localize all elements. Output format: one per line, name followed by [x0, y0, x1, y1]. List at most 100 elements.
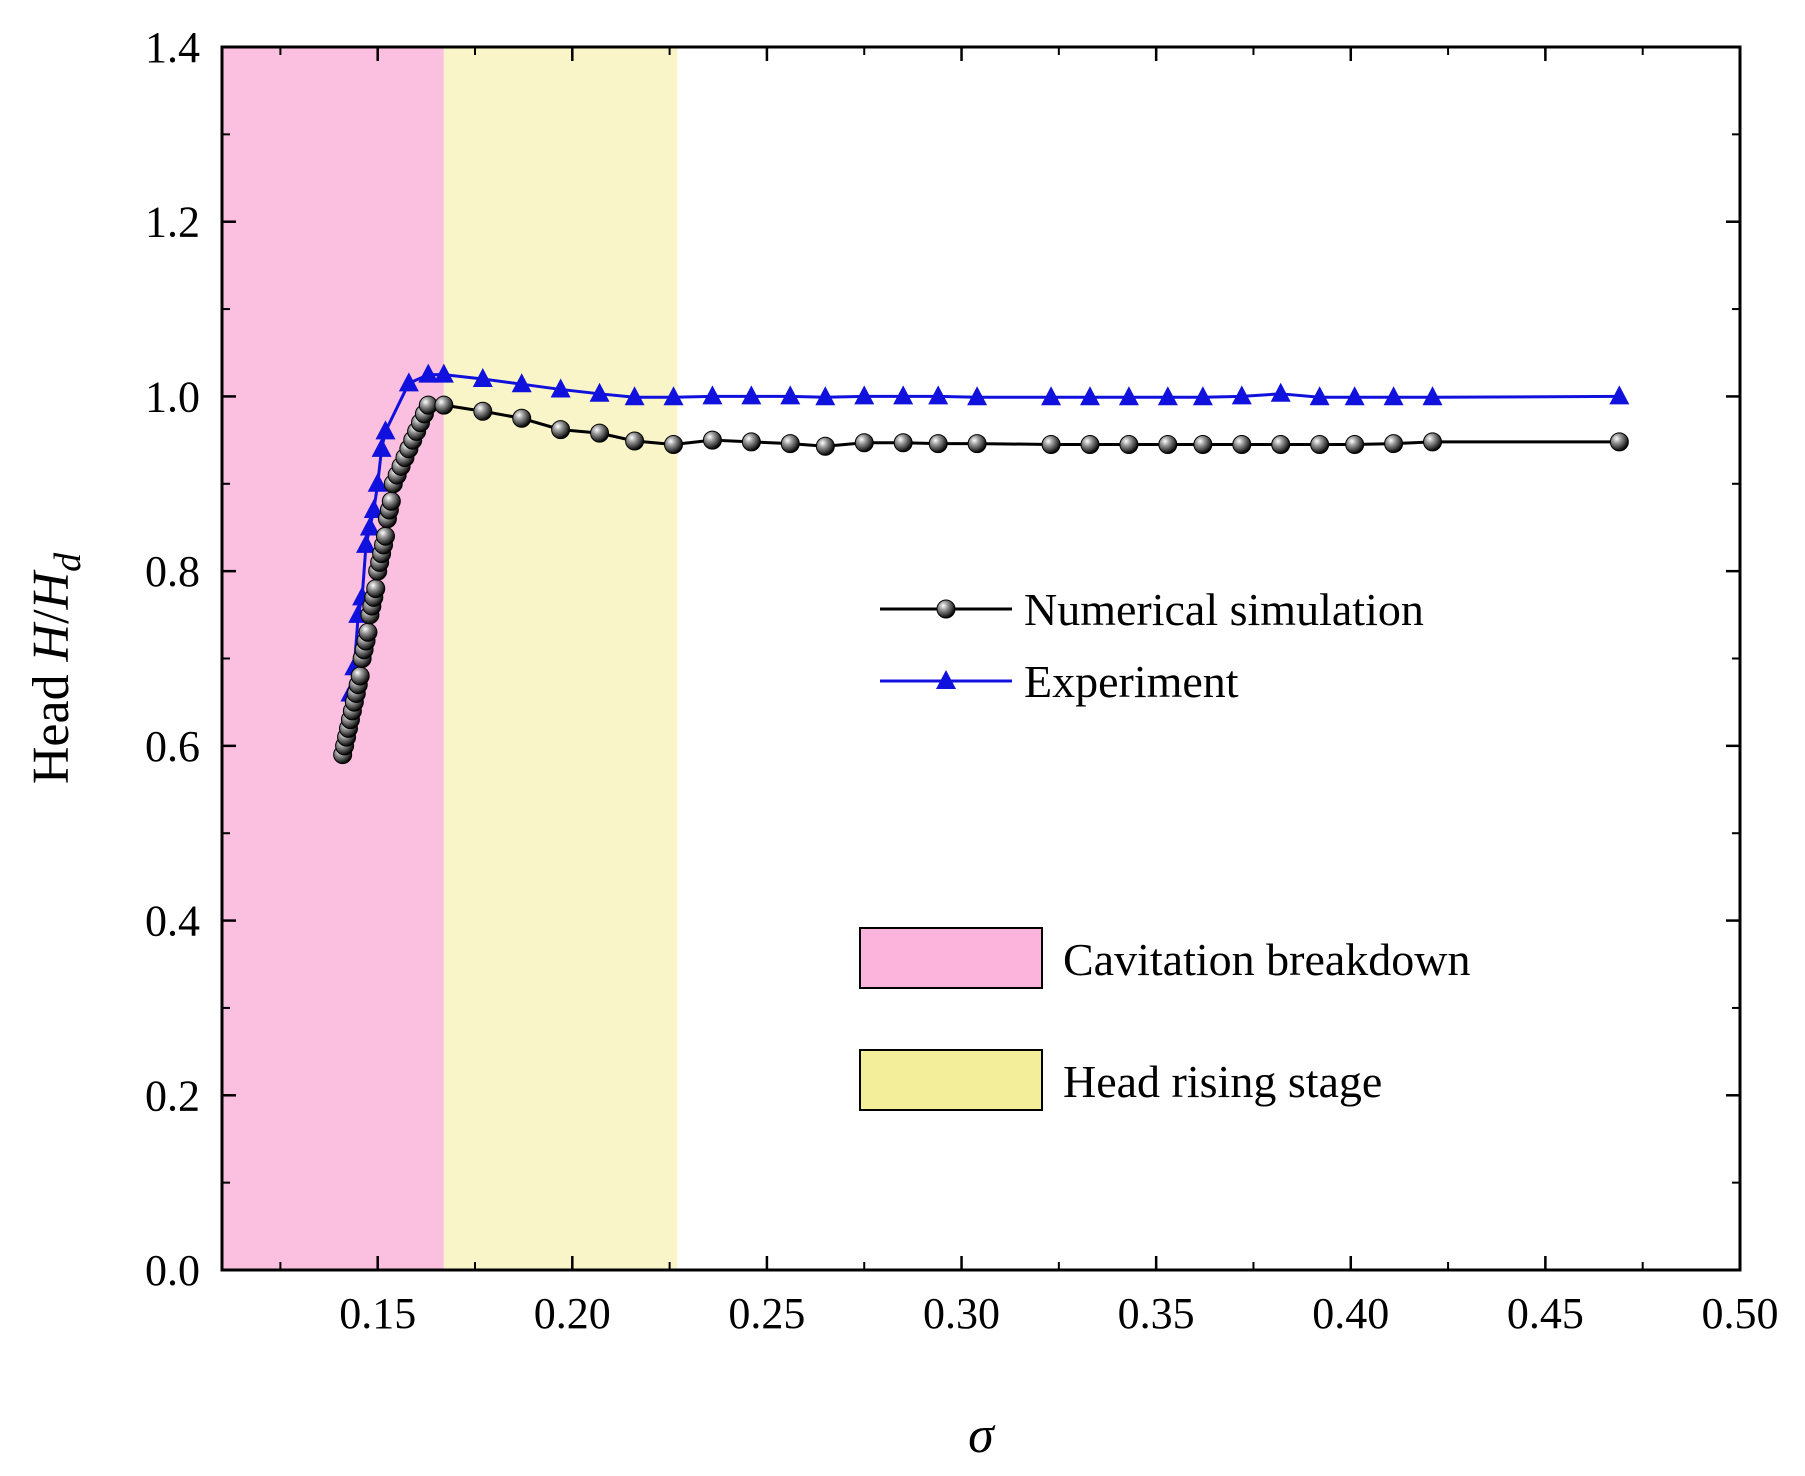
- x-tick-label: 0.40: [1312, 1289, 1389, 1338]
- data-point-sphere: [590, 423, 610, 443]
- y-tick-label: 0.8: [145, 547, 200, 596]
- y-tick-labels: 0.0 0.2 0.4 0.6 0.8 1.0 1.2 1.4: [145, 23, 200, 1295]
- data-point-sphere: [350, 666, 370, 686]
- region-legend: Cavitation breakdown Head rising stage: [859, 927, 1471, 1111]
- data-point-sphere: [625, 431, 645, 451]
- series-numerical-simulation: [333, 395, 1629, 765]
- data-point-triangle: [418, 363, 439, 383]
- y-tick-label: 1.2: [145, 198, 200, 247]
- legend-label-cavitation: Cavitation breakdown: [1063, 934, 1471, 985]
- region-cavitation-breakdown: [222, 47, 444, 1270]
- data-point-sphere: [741, 432, 761, 452]
- data-point-triangle: [1041, 386, 1062, 406]
- data-point-triangle: [472, 367, 493, 387]
- data-point-sphere: [1232, 434, 1252, 454]
- x-tick-label: 0.25: [728, 1289, 805, 1338]
- x-tick-label: 0.30: [923, 1289, 1000, 1338]
- data-point-triangle: [367, 472, 388, 492]
- data-point-sphere: [358, 622, 378, 642]
- data-point-sphere: [1609, 432, 1629, 452]
- legend-label-numerical: Numerical simulation: [1024, 584, 1424, 635]
- data-point-triangle: [741, 385, 762, 405]
- y-axis-title: Head H/Hd: [23, 552, 89, 784]
- stage-regions: [222, 47, 678, 1270]
- series-experiment: [340, 363, 1630, 702]
- data-point-sphere: [893, 433, 913, 453]
- y-tick-label: 0.0: [145, 1246, 200, 1295]
- x-tick-label: 0.15: [339, 1289, 416, 1338]
- data-point-sphere: [815, 436, 835, 456]
- data-point-triangle: [1422, 386, 1443, 406]
- data-point-sphere: [512, 408, 532, 428]
- data-point-triangle: [1383, 386, 1404, 406]
- data-point-sphere: [1345, 434, 1365, 454]
- x-tick-labels: 0.15 0.20 0.25 0.30 0.35 0.40 0.45 0.50: [339, 1289, 1778, 1338]
- y-axis-title-prefix: Head: [23, 661, 80, 784]
- legend-entry-numerical: Numerical simulation: [880, 584, 1424, 635]
- data-point-sphere: [366, 579, 386, 599]
- data-point-sphere: [967, 434, 987, 454]
- data-point-sphere: [551, 420, 571, 440]
- data-point-sphere: [702, 430, 722, 450]
- data-point-triangle: [663, 386, 684, 406]
- data-point-triangle: [375, 420, 396, 440]
- x-tick-label: 0.35: [1118, 1289, 1195, 1338]
- data-point-sphere: [375, 526, 395, 546]
- data-point-triangle: [702, 385, 723, 405]
- data-point-triangle: [1157, 386, 1178, 406]
- legend-entry-cavitation: Cavitation breakdown: [859, 927, 1471, 989]
- x-tick-label: 0.50: [1702, 1289, 1779, 1338]
- data-point-triangle: [1270, 382, 1291, 402]
- y-axis-title-subscript: d: [47, 552, 89, 572]
- data-point-triangle: [854, 385, 875, 405]
- data-point-triangle: [967, 386, 988, 406]
- data-point-sphere: [381, 491, 401, 511]
- y-tick-label: 1.0: [145, 372, 200, 421]
- data-point-triangle: [511, 373, 532, 393]
- data-point-sphere: [1310, 434, 1330, 454]
- legend-entry-experiment: Experiment: [880, 656, 1239, 707]
- data-point-triangle: [371, 437, 392, 457]
- legend-triangle-marker: [936, 670, 956, 689]
- x-tick-label: 0.45: [1507, 1289, 1584, 1338]
- legend-label-head-rising: Head rising stage: [1063, 1056, 1382, 1107]
- data-point-triangle: [780, 385, 801, 405]
- data-point-triangle: [356, 533, 377, 553]
- region-head-rising-stage: [443, 47, 678, 1270]
- data-point-sphere: [928, 434, 948, 454]
- data-point-triangle: [815, 386, 836, 406]
- legend-sphere-marker: [936, 599, 956, 619]
- data-point-sphere: [854, 433, 874, 453]
- data-point-sphere: [780, 434, 800, 454]
- data-point-sphere: [1271, 434, 1291, 454]
- data-point-sphere: [1080, 434, 1100, 454]
- data-point-triangle: [1118, 386, 1139, 406]
- data-point-triangle: [398, 372, 419, 392]
- data-point-sphere: [1423, 432, 1443, 452]
- data-point-sphere: [434, 395, 454, 415]
- data-point-sphere: [1158, 434, 1178, 454]
- y-axis-title-subvar: H: [23, 569, 80, 610]
- legend-swatch-cavitation: [859, 927, 1043, 989]
- data-point-triangle: [550, 378, 571, 398]
- data-point-sphere: [664, 434, 684, 454]
- y-axis-title-slash: /: [23, 609, 80, 624]
- data-point-triangle: [1309, 386, 1330, 406]
- y-tick-label: 0.4: [145, 897, 200, 946]
- data-point-triangle: [893, 385, 914, 405]
- data-point-triangle: [359, 516, 380, 536]
- y-tick-label: 1.4: [145, 23, 200, 72]
- plot-frame: [220, 45, 1742, 1272]
- data-series: [333, 363, 1630, 765]
- data-point-sphere: [473, 401, 493, 421]
- x-axis-title: σ: [968, 1407, 996, 1464]
- data-point-triangle: [1231, 385, 1252, 405]
- data-point-triangle: [624, 386, 645, 406]
- data-point-sphere: [1384, 434, 1404, 454]
- data-point-triangle: [589, 382, 610, 402]
- data-point-triangle: [1609, 385, 1630, 405]
- y-tick-label: 0.2: [145, 1071, 200, 1120]
- data-point-sphere: [1041, 434, 1061, 454]
- data-point-triangle: [928, 385, 949, 405]
- data-point-triangle: [1344, 386, 1365, 406]
